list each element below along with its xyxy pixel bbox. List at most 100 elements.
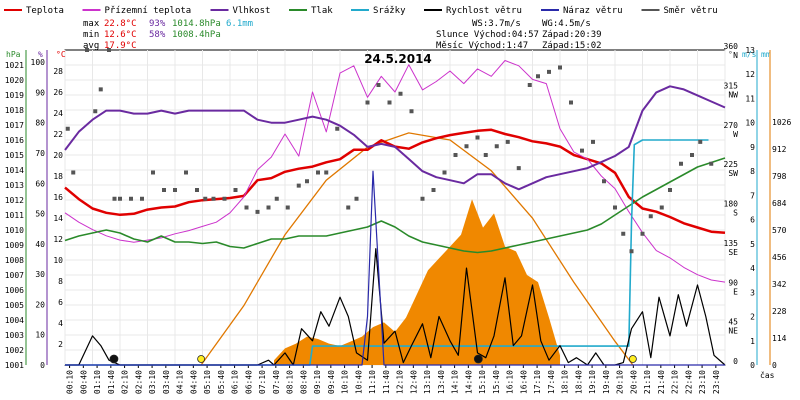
tick-time: 10:40 [354,370,363,394]
wind-dir-point [505,139,510,144]
tick-humidity: 30 [35,270,45,279]
tick-time: 09:10 [313,370,322,394]
tick-pressure: 1015 [5,151,24,160]
tick-pressure: 1012 [5,196,24,205]
tick-time: 07:40 [272,370,281,394]
info-wg: WG:4.5m/s [542,19,591,29]
legend-vlhkost: Vlhkost [233,6,271,16]
tick-time: 14:40 [464,370,473,394]
tick-time: 15:40 [492,370,501,394]
tick-temperature: 24 [53,109,63,118]
wind-dir-point [387,100,392,105]
wind-dir-point [420,196,425,201]
tick-time: 03:40 [162,370,171,394]
wind-dir-point [129,196,133,201]
series-vlhkost [64,85,726,191]
stat-max-label: max [83,19,100,29]
wind-dir-point [365,100,370,105]
wind-dir-point [93,109,98,114]
wind-dir-point [274,196,279,201]
tick-pressure: 1011 [5,211,24,220]
tick-rain: 798 [772,172,787,181]
stat-min-temp: 12.6°C [104,30,137,40]
tick-time: 18:10 [561,370,570,394]
tick-time: 21:40 [657,370,666,394]
wind-dir-point [255,209,260,214]
tick-temperature: 20 [53,151,63,160]
stat-min-label: min [83,30,99,40]
series-p-zemn-teplota [64,60,726,283]
tick-temperature: 8 [58,277,63,286]
tick-wind-dir-label: SW [728,169,738,178]
wind-dir-point [648,214,653,219]
plot-grid [64,50,726,366]
wind-dir-point [494,144,499,149]
tick-pressure: 1021 [5,61,24,70]
tick-pressure: 1002 [5,346,24,355]
legend-prizemni-teplota: Přízemní teplota [105,6,192,16]
tick-wind-speed: 8 [750,167,755,176]
tick-time: 03:10 [148,370,157,394]
wind-dir-point [203,196,208,201]
tick-temperature: 22 [53,130,63,139]
stat-max-temp: 22.8°C [104,19,137,29]
wind-dir-point [98,87,103,92]
info-ws: WS:3.7m/s [472,19,521,29]
tick-temperature: 6 [58,298,63,307]
info-sun-rise: Slunce Východ:04:57 [436,30,539,40]
tick-time: 08:40 [299,370,308,394]
tick-pressure: 1004 [5,316,24,325]
legend-naraz-vetru: Náraz větru [563,6,623,16]
tick-temperature: 14 [53,214,63,223]
stat-max-rain: 6.1mm [226,19,253,29]
tick-time: 22:40 [684,370,693,394]
series-sr-ky [65,139,709,366]
wind-dir-point [536,74,540,79]
tick-time: 04:10 [176,370,185,394]
sunset-marker [628,355,637,363]
wind-dir-point [296,183,301,188]
wind-dir-point [690,153,694,157]
sunrise-marker [197,355,206,363]
tick-time: 11:40 [382,370,391,394]
legend: Teplota Přízemní teplota Vlhkost Tlak Srážky… [4,6,718,16]
axis-units: hPa % °C ° m/s mm čas [6,50,775,380]
tick-wind-speed: 1 [750,337,755,346]
wind-dir-point [558,65,562,70]
wind-dir-point [629,249,634,254]
sunshine-curve [200,132,634,366]
tick-humidity: 90 [35,88,45,97]
tick-time: 21:10 [643,370,652,394]
series-rychlost-v-tru [65,248,726,366]
wind-dir-point [112,196,117,201]
stat-avg-label: avg [83,41,99,51]
wind-dir-point [516,166,521,171]
legend-srazky: Srážky [373,6,406,16]
tick-time: 14:10 [451,370,460,394]
wind-dir-point [409,109,414,114]
wind-dir-point [233,188,238,192]
wind-dir-point [659,205,664,210]
wind-dir-point [442,170,447,175]
tick-humidity: 40 [35,240,45,249]
tick-rain: 570 [772,226,787,235]
tick-wind-dir: 180 [724,200,739,209]
tick-pressure: 1017 [5,121,24,130]
tick-time: 06:40 [244,370,253,394]
wind-dir-point [668,188,672,192]
wind-dir-point [709,161,714,166]
tick-rain: 114 [772,334,787,343]
tick-time: 01:40 [107,370,116,394]
unit-ms: m/s [742,50,757,59]
tick-rain: 0 [772,361,777,370]
wind-dir-point [483,153,488,157]
wind-dir-point [591,139,595,144]
tick-wind-dir: 0 [733,357,738,366]
unit-time: čas [760,370,775,380]
tick-humidity: 0 [40,361,45,370]
chart-title: 24.5.2014 [364,52,432,66]
tick-wind-dir-label: NW [728,90,738,99]
tick-temperature: 10 [53,256,63,265]
wind-dir-point [140,196,144,201]
